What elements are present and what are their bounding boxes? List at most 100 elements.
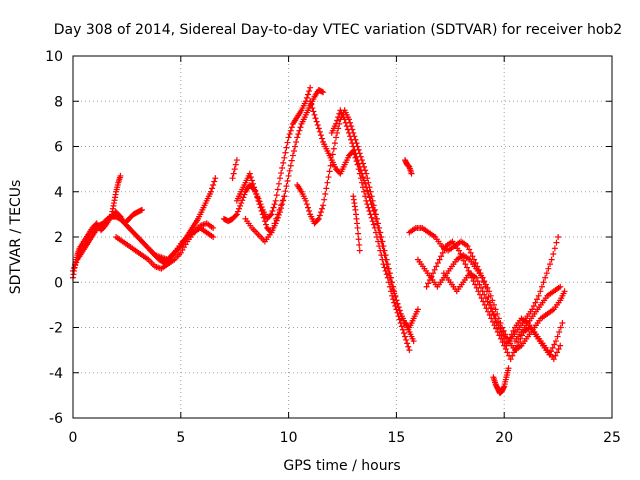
data-point [237, 202, 244, 209]
data-point [392, 293, 399, 300]
data-point [356, 163, 363, 170]
data-point [247, 174, 254, 181]
data-series [220, 84, 314, 225]
data-series [350, 193, 363, 254]
chart-title: Day 308 of 2014, Sidereal Day-to-day VTE… [54, 22, 622, 38]
data-point [285, 172, 292, 179]
data-point [324, 179, 331, 186]
data-point [406, 347, 413, 354]
data-point [378, 238, 385, 245]
y-tick-label: 0 [54, 275, 63, 291]
data-point [472, 260, 479, 267]
data-point [365, 191, 372, 198]
data-point [212, 175, 219, 182]
data-point [547, 261, 554, 268]
data-point [274, 211, 281, 218]
data-point [514, 342, 521, 349]
data-point [557, 324, 564, 331]
data-point [542, 274, 549, 281]
data-point [296, 127, 303, 134]
data-point [551, 245, 558, 252]
data-point [270, 204, 277, 211]
x-tick-label: 15 [387, 430, 405, 446]
data-point [317, 132, 324, 139]
data-point [307, 98, 314, 105]
data-point [552, 338, 559, 345]
data-point [467, 249, 474, 256]
data-point [490, 312, 497, 319]
data-point [543, 270, 550, 277]
data-point [358, 170, 365, 177]
data-point [269, 224, 276, 231]
data-point [389, 283, 396, 290]
y-tick-label: -2 [49, 321, 63, 337]
data-point [317, 209, 324, 216]
data-point [255, 197, 262, 204]
data-point [257, 204, 264, 211]
data-point [285, 134, 292, 141]
data-point [459, 254, 466, 261]
data-point [313, 118, 320, 125]
data-point [396, 316, 403, 323]
data-point [354, 157, 361, 164]
data-point [274, 186, 281, 193]
data-point [232, 161, 239, 168]
data-point [515, 339, 522, 346]
y-tick-label: 6 [54, 140, 63, 156]
data-point [537, 288, 544, 295]
data-point [494, 318, 501, 325]
data-point [321, 196, 328, 203]
data-point [287, 127, 294, 134]
data-point [474, 278, 481, 285]
data-point [230, 170, 237, 177]
data-point [280, 159, 287, 166]
data-point [403, 336, 410, 343]
data-point [325, 174, 332, 181]
data-point [273, 192, 280, 199]
data-point [436, 256, 443, 263]
data-point [496, 332, 503, 339]
data-point [555, 345, 562, 352]
data-series [328, 107, 417, 345]
data-point [489, 297, 496, 304]
data-point [549, 344, 556, 351]
data-point [211, 178, 218, 185]
data-point [251, 184, 258, 191]
data-point [248, 177, 255, 184]
data-point [138, 206, 145, 213]
data-point [473, 274, 480, 281]
data-point [505, 338, 512, 345]
data-point [399, 326, 406, 333]
data-point [464, 243, 471, 250]
data-point [507, 334, 514, 341]
data-point [469, 253, 476, 260]
data-point [334, 129, 341, 136]
data-point [342, 119, 349, 126]
data-point [370, 221, 377, 228]
data-point [335, 114, 342, 121]
data-point [345, 129, 352, 136]
data-point [71, 265, 78, 272]
data-point [303, 201, 310, 208]
data-point [367, 197, 374, 204]
x-tick-label: 20 [495, 430, 513, 446]
data-point [355, 236, 362, 243]
data-point [534, 296, 541, 303]
data-point [410, 338, 417, 345]
data-point [302, 197, 309, 204]
data-point [438, 253, 445, 260]
data-series [490, 365, 512, 397]
data-point [234, 208, 241, 215]
data-point [370, 207, 377, 214]
data-point [329, 151, 336, 158]
data-point [375, 224, 382, 231]
data-point [305, 204, 312, 211]
x-axis-label: GPS time / hours [283, 458, 400, 474]
data-point [495, 322, 502, 329]
data-point [267, 212, 274, 219]
data-point [489, 308, 496, 315]
data-point [262, 221, 269, 228]
data-point [334, 117, 341, 124]
data-point [507, 356, 514, 363]
data-series [229, 157, 240, 182]
